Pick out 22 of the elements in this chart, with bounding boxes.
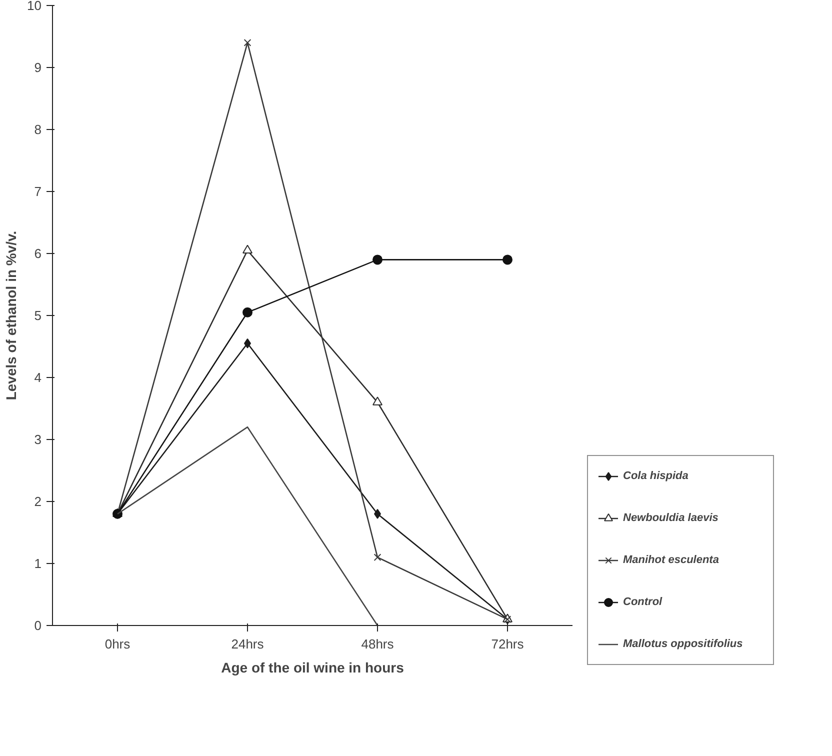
y-tick-label: 8 <box>34 122 42 137</box>
legend-label: Cola hispida <box>623 470 690 482</box>
y-tick-label: 9 <box>34 60 42 75</box>
legend-label: Control <box>623 596 664 608</box>
y-tick-label: 5 <box>34 308 42 323</box>
y-tick-label: 4 <box>34 370 42 385</box>
legend-label: Newbouldia laevis <box>623 512 720 524</box>
y-tick-label: 3 <box>34 432 42 447</box>
legend-label: Manihot esculenta <box>623 554 720 566</box>
y-tick-label: 7 <box>34 184 42 199</box>
x-tick-label: 72hrs <box>491 636 524 652</box>
y-tick-label: 0 <box>34 618 42 633</box>
y-tick-label: 1 <box>34 556 42 571</box>
y-tick-label: 10 <box>27 0 42 13</box>
x-axis-title: Age of the oil wine in hours <box>221 660 404 676</box>
y-tick-label: 2 <box>34 494 42 509</box>
y-axis-title: Levels of ethanol in %v/v. <box>3 230 20 400</box>
legend-label: Mallotus oppositifolius <box>623 638 744 650</box>
x-tick-label: 48hrs <box>361 636 394 652</box>
x-tick-label: 0hrs <box>104 636 131 652</box>
x-tick-label: 24hrs <box>231 636 264 652</box>
y-tick-label: 6 <box>34 246 42 261</box>
